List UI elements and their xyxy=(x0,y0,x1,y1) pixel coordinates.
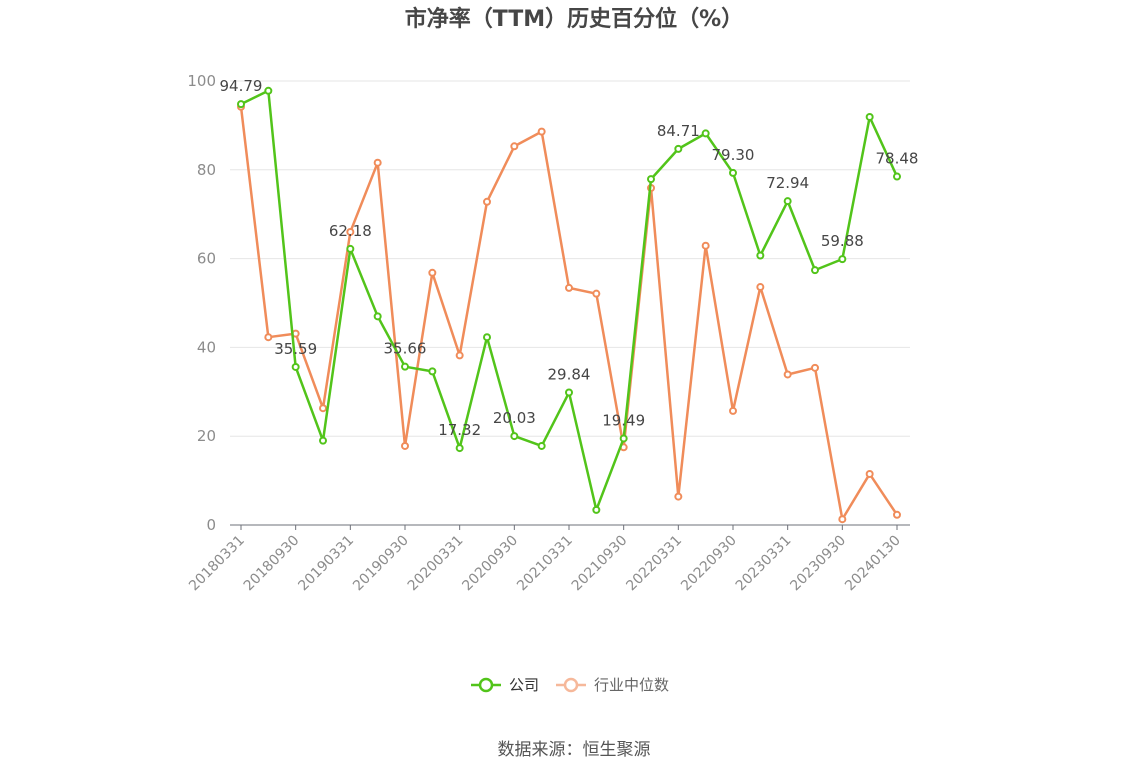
y-tick-label: 0 xyxy=(206,516,216,534)
data-point[interactable] xyxy=(401,362,409,371)
x-tick-label: 20180331 xyxy=(186,533,248,595)
data-point[interactable] xyxy=(455,444,464,453)
x-tick-label: 20230930 xyxy=(787,533,849,595)
data-point[interactable] xyxy=(729,168,737,177)
data-point[interactable] xyxy=(756,251,765,260)
y-axis: 0 20 40 60 80 100 xyxy=(187,72,216,534)
data-point[interactable] xyxy=(783,197,792,206)
x-axis: 2018033120180930201903312019093020200331… xyxy=(186,524,910,595)
data-label: 78.48 xyxy=(876,150,919,168)
data-point[interactable] xyxy=(373,158,382,167)
data-point[interactable] xyxy=(483,333,491,342)
data-point[interactable] xyxy=(865,469,874,478)
x-tick-label: 20220930 xyxy=(678,533,740,595)
data-point[interactable] xyxy=(619,434,628,443)
data-label: 79.30 xyxy=(712,146,755,164)
data-point[interactable] xyxy=(537,441,546,450)
x-tick-label: 20210331 xyxy=(514,533,576,595)
data-label: 62.18 xyxy=(329,222,372,240)
data-point[interactable] xyxy=(893,172,901,181)
data-point[interactable] xyxy=(401,441,409,450)
data-point[interactable] xyxy=(428,367,437,376)
data-label: 84.71 xyxy=(657,122,700,140)
data-point[interactable] xyxy=(811,266,819,275)
data-point[interactable] xyxy=(346,227,355,236)
grid-lines xyxy=(230,80,910,437)
data-point[interactable] xyxy=(838,255,847,264)
series-industry-median xyxy=(237,102,901,524)
data-point[interactable] xyxy=(565,388,573,397)
y-tick-label: 80 xyxy=(197,161,216,179)
data-point[interactable] xyxy=(838,515,847,524)
data-point[interactable] xyxy=(811,363,819,372)
data-label: 94.79 xyxy=(220,77,263,95)
data-point[interactable] xyxy=(592,505,601,514)
data-point[interactable] xyxy=(893,510,901,519)
data-point[interactable] xyxy=(346,244,355,253)
data-point[interactable] xyxy=(428,268,437,277)
y-tick-label: 100 xyxy=(187,72,216,90)
legend-item-company[interactable]: 公司 xyxy=(471,676,539,694)
x-tick-label: 20230331 xyxy=(733,533,795,595)
data-label: 29.84 xyxy=(548,366,591,384)
data-label: 35.59 xyxy=(274,340,317,358)
chart-title: 市净率（TTM）历史百分位（%） xyxy=(405,6,743,32)
data-point[interactable] xyxy=(319,436,327,445)
data-point[interactable] xyxy=(483,197,491,206)
x-tick-label: 20200930 xyxy=(459,533,521,595)
y-tick-label: 40 xyxy=(197,338,216,356)
data-point[interactable] xyxy=(537,127,546,136)
data-label: 19.49 xyxy=(602,411,645,429)
legend-item-industry-median[interactable]: 行业中位数 xyxy=(556,676,669,694)
data-point[interactable] xyxy=(865,112,874,121)
x-tick-label: 20200331 xyxy=(405,533,467,595)
y-tick-label: 20 xyxy=(197,427,216,445)
x-tick-label: 20190930 xyxy=(350,533,412,595)
data-point[interactable] xyxy=(674,492,683,501)
data-label: 20.03 xyxy=(493,409,536,427)
data-label: 35.66 xyxy=(384,340,427,358)
data-point[interactable] xyxy=(756,283,765,292)
legend-marker xyxy=(478,677,494,693)
x-tick-label: 20220331 xyxy=(623,533,685,595)
data-point[interactable] xyxy=(319,404,327,413)
data-label: 72.94 xyxy=(766,174,809,192)
data-label: 17.32 xyxy=(438,421,481,439)
data-point[interactable] xyxy=(565,283,573,292)
data-point[interactable] xyxy=(291,362,300,371)
data-point[interactable] xyxy=(647,175,655,184)
data-point[interactable] xyxy=(237,100,245,109)
x-tick-label: 20210930 xyxy=(569,533,631,595)
data-source-note: 数据来源：恒生聚源 xyxy=(498,740,651,760)
data-point[interactable] xyxy=(264,86,273,95)
series-line xyxy=(239,106,899,521)
data-point[interactable] xyxy=(592,289,601,298)
data-point[interactable] xyxy=(783,370,792,379)
data-point[interactable] xyxy=(701,129,710,138)
legend-label: 行业中位数 xyxy=(594,676,669,694)
x-tick-label: 20190331 xyxy=(295,533,357,595)
legend-label: 公司 xyxy=(509,676,539,694)
data-point[interactable] xyxy=(455,351,464,360)
data-point[interactable] xyxy=(264,333,273,342)
data-point[interactable] xyxy=(510,142,519,151)
data-point[interactable] xyxy=(373,312,382,321)
data-point[interactable] xyxy=(701,241,710,250)
data-label: 59.88 xyxy=(821,232,864,250)
data-point[interactable] xyxy=(729,406,737,415)
y-tick-label: 60 xyxy=(197,250,216,268)
x-tick-label: 20180930 xyxy=(241,533,303,595)
data-labels: 94.79 35.59 62.18 35.66 17.32 20.03 29.84 19.49… xyxy=(220,77,919,439)
legend-marker xyxy=(563,677,579,693)
series-company xyxy=(237,86,901,514)
data-point[interactable] xyxy=(510,432,519,441)
series-layer xyxy=(237,86,901,524)
data-point[interactable] xyxy=(674,144,683,153)
legend[interactable]: 公司 行业中位数 xyxy=(471,676,669,694)
x-tick-label: 20240130 xyxy=(842,533,904,595)
